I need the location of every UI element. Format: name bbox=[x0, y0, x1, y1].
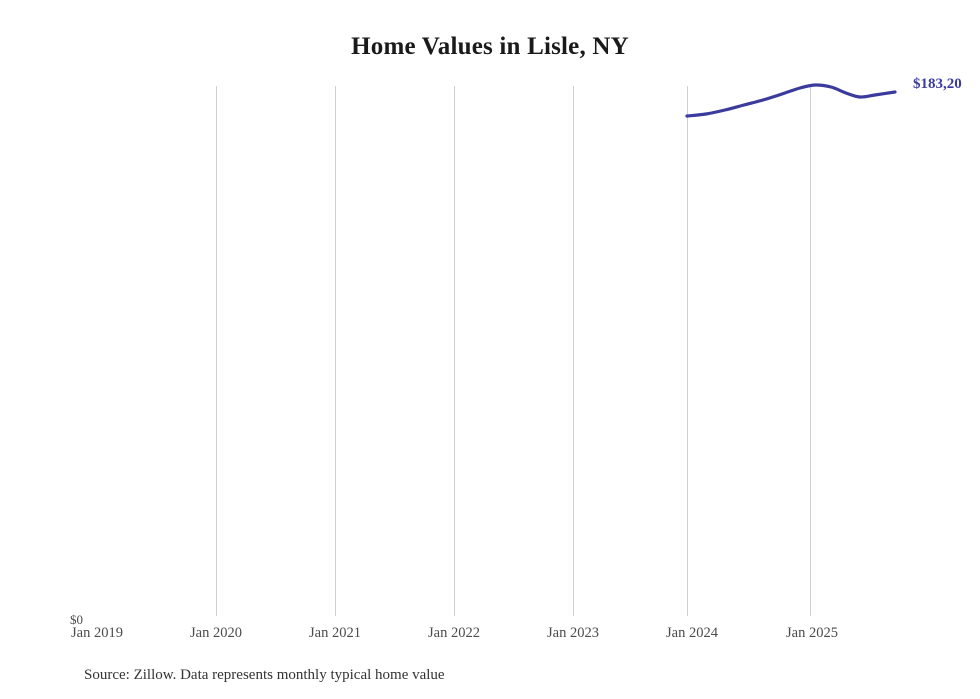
gridline-jan-2021 bbox=[335, 86, 336, 616]
source-note: Source: Zillow. Data represents monthly … bbox=[84, 667, 445, 683]
x-axis-tick-label-jan-2023: Jan 2023 bbox=[547, 625, 599, 641]
gridline-jan-2022 bbox=[454, 86, 455, 616]
gridline-jan-2023 bbox=[573, 86, 574, 616]
x-axis-tick-label-jan-2019: Jan 2019 bbox=[71, 625, 123, 641]
gridline-jan-2020 bbox=[216, 86, 217, 616]
gridline-jan-2024 bbox=[687, 86, 688, 616]
x-axis-tick-label-jan-2025: Jan 2025 bbox=[786, 625, 838, 641]
x-axis-tick-label-jan-2022: Jan 2022 bbox=[428, 625, 480, 641]
y-axis-tick-label-zero: $0 bbox=[70, 612, 83, 627]
x-axis-tick-label-jan-2024: Jan 2024 bbox=[666, 625, 718, 641]
x-axis-tick-label-jan-2020: Jan 2020 bbox=[190, 625, 242, 641]
x-axis-tick-label-jan-2021: Jan 2021 bbox=[309, 625, 361, 641]
chart-title: Home Values in Lisle, NY bbox=[351, 33, 629, 60]
series-end-value-label: $183,20 bbox=[913, 76, 962, 92]
series-path-typical-home-value bbox=[685, 83, 897, 118]
gridline-jan-2025 bbox=[810, 86, 811, 616]
